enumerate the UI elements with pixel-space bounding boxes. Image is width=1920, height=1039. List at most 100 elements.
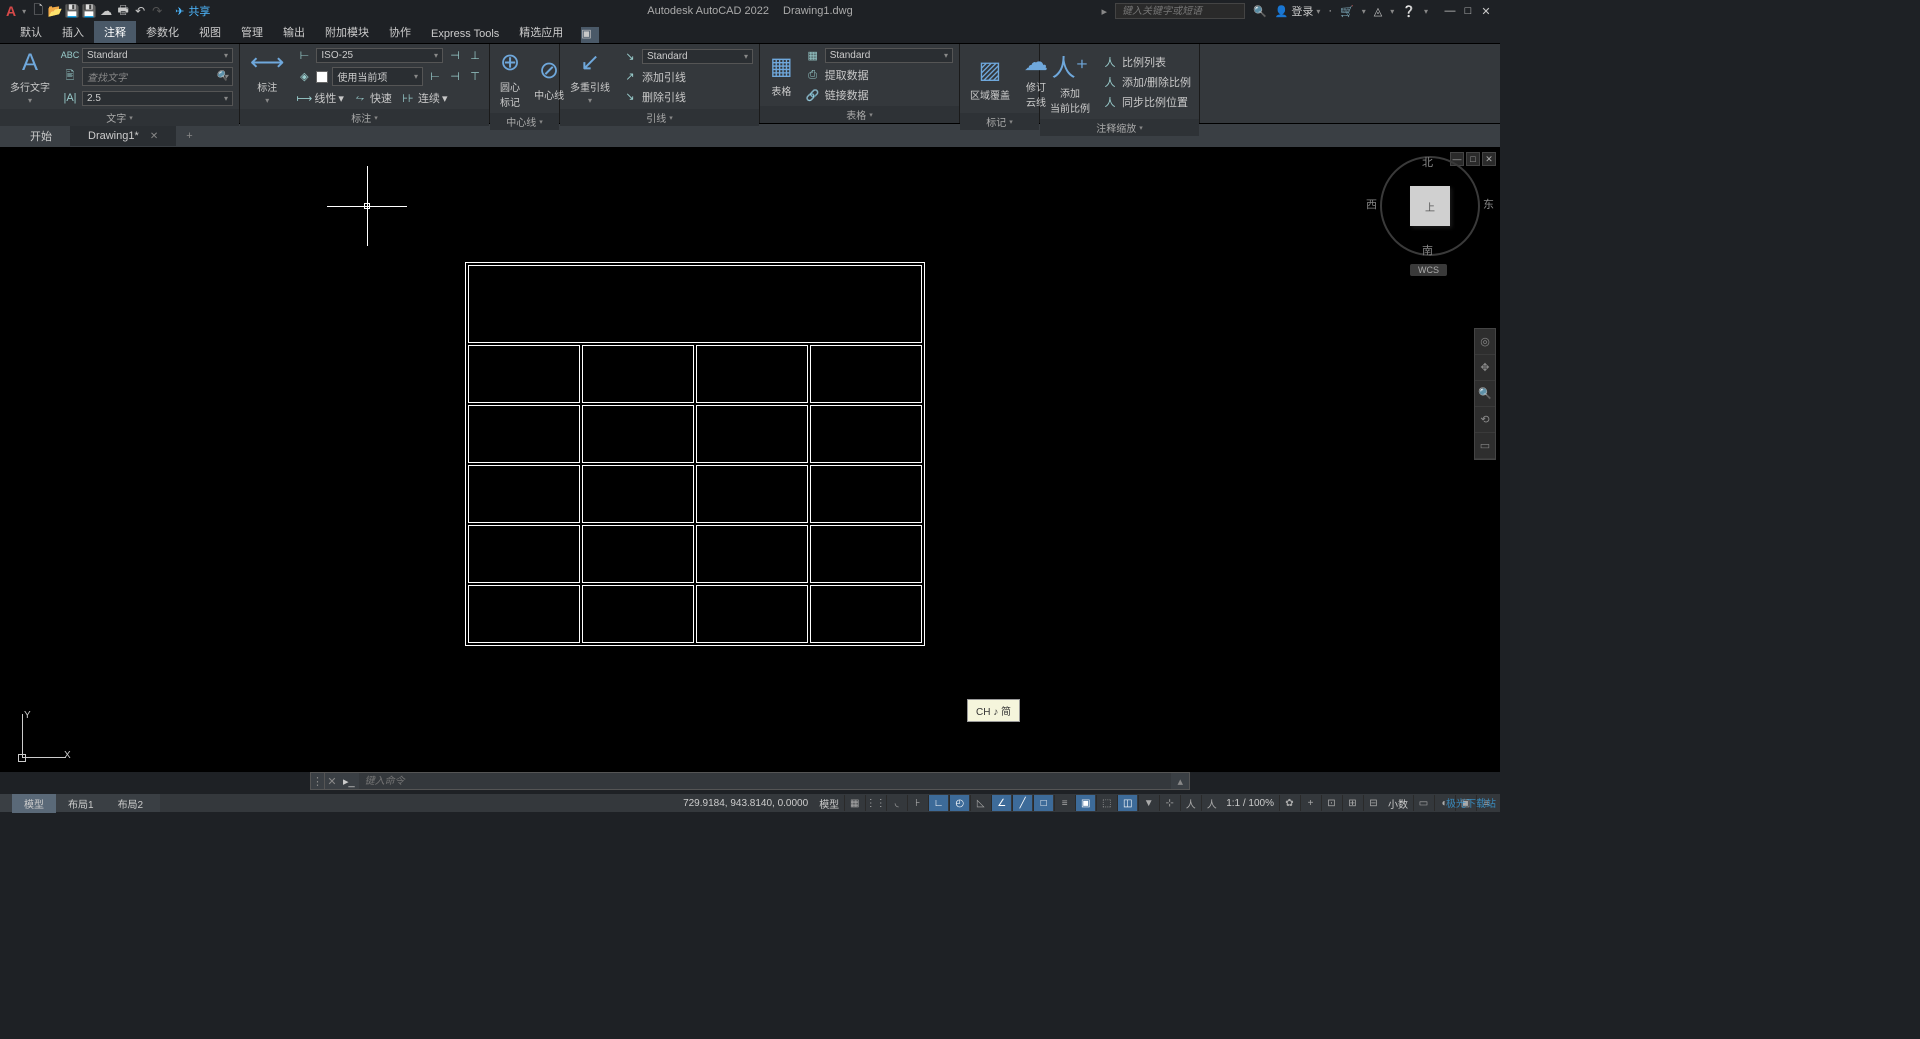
sel-cycle-toggle[interactable]: ▣ (1075, 795, 1095, 811)
3dosnap-toggle[interactable]: ⬚ (1096, 795, 1116, 811)
nav-orbit-icon[interactable]: ⟲ (1475, 407, 1495, 433)
layout-model[interactable]: 模型 (12, 794, 56, 813)
continue-button[interactable]: ⊦⊦连续 ▾ (400, 90, 448, 106)
dim-b-icon[interactable]: ⊥ (467, 47, 483, 63)
cmd-close-icon[interactable]: ✕ (325, 775, 339, 788)
cmd-handle-icon[interactable]: ⋮ (311, 773, 325, 789)
units-toggle[interactable]: ⊡ (1321, 795, 1341, 811)
cmd-history-icon[interactable]: ▴ (1171, 775, 1189, 788)
vp-close-button[interactable]: ✕ (1482, 152, 1496, 166)
wipeout-button[interactable]: ▨ 区域覆盖 (964, 54, 1016, 104)
find-icon[interactable]: 🖹 (62, 69, 78, 85)
undo-icon[interactable]: ↶ (132, 3, 148, 19)
infer-toggle[interactable]: ◟ (886, 795, 906, 811)
iso-toggle[interactable]: ◺ (970, 795, 990, 811)
find-text-input[interactable]: 查找文字🔍 (82, 67, 233, 86)
layout-2[interactable]: 布局2 (106, 794, 156, 813)
tab-annotate[interactable]: 注释 (94, 21, 136, 43)
extract-data-button[interactable]: 提取数据 (825, 67, 869, 83)
command-input[interactable] (359, 773, 1172, 789)
otrack-toggle[interactable]: ╱ (1012, 795, 1032, 811)
search-arrow-icon[interactable]: ▸ (1101, 5, 1107, 18)
dim-e-icon[interactable]: ⊤ (467, 69, 483, 85)
viewcube[interactable]: 上 北 南 东 西 WCS (1380, 156, 1480, 256)
drawing-table[interactable] (465, 262, 925, 646)
tab-insert[interactable]: 插入 (52, 21, 94, 43)
save-icon[interactable]: 💾 (64, 3, 80, 19)
addscale-button[interactable]: 人⁺ 添加 当前比例 (1044, 46, 1096, 117)
coordinates[interactable]: 729.9184, 943.8140, 0.0000 (683, 798, 808, 809)
doc-tab-start[interactable]: 开始 (12, 124, 70, 148)
centermark-button[interactable]: ⊕ 圆心 标记 (494, 46, 526, 111)
help-icon[interactable]: ❔ (1402, 5, 1416, 18)
nav-zoom-icon[interactable]: 🔍 (1475, 381, 1495, 407)
search-icon[interactable]: 🔍 (1253, 5, 1267, 18)
dim-layer-dropdown[interactable]: 使用当前项 (332, 67, 423, 86)
app-logo[interactable]: A (6, 3, 16, 19)
cart-icon[interactable]: 🛒 (1340, 5, 1354, 18)
lwt-toggle[interactable]: □ (1033, 795, 1053, 811)
doc-tab-drawing1[interactable]: Drawing1* ✕ (70, 126, 176, 146)
quick-button[interactable]: ⥊快速 (352, 90, 392, 106)
polar-toggle[interactable]: ◴ (949, 795, 969, 811)
dim-c-icon[interactable]: ⊢ (427, 69, 443, 85)
ann-monitor-toggle[interactable]: + (1300, 795, 1320, 811)
ann-auto-toggle[interactable]: 人 (1201, 795, 1221, 811)
tab-parametric[interactable]: 参数化 (136, 21, 189, 43)
mleader-button[interactable]: ↙ 多重引线 ▾ (564, 46, 616, 107)
qprop-toggle[interactable]: ⊞ (1342, 795, 1362, 811)
redo-icon[interactable]: ↷ (149, 3, 165, 19)
scale-sync-button[interactable]: 同步比例位置 (1122, 94, 1188, 110)
tab-output[interactable]: 输出 (273, 21, 315, 43)
maximize-button[interactable]: □ (1460, 4, 1476, 18)
viewcube-west[interactable]: 西 (1366, 196, 1377, 212)
web-icon[interactable]: ☁ (98, 3, 114, 19)
leader-style-dropdown[interactable]: Standard (642, 49, 753, 64)
linear-button[interactable]: ⟼线性 ▾ (296, 90, 344, 106)
tab-view[interactable]: 视图 (189, 21, 231, 43)
lock-ui-toggle[interactable]: ⊟ (1363, 795, 1383, 811)
osnap-toggle[interactable]: ∠ (991, 795, 1011, 811)
dyn-ucs-toggle[interactable]: ◫ (1117, 795, 1137, 811)
snap-toggle[interactable]: ⋮⋮ (865, 795, 885, 811)
workspace-toggle[interactable]: ✿ (1279, 795, 1299, 811)
status-decimal[interactable]: 小数 (1384, 796, 1412, 811)
text-style-dropdown[interactable]: Standard (82, 48, 233, 63)
viewcube-north[interactable]: 北 (1422, 154, 1433, 170)
nav-show-icon[interactable]: ▭ (1475, 433, 1495, 459)
dimstyle-icon[interactable]: ⊢ (296, 47, 312, 63)
new-icon[interactable]: 🗋 (30, 3, 46, 19)
dimension-button[interactable]: ⟷ 标注 ▾ (244, 46, 290, 107)
dyn-toggle[interactable]: ⊦ (907, 795, 927, 811)
status-model[interactable]: 模型 (815, 796, 843, 811)
layer-icon[interactable]: ◈ (296, 69, 312, 85)
table-button[interactable]: ▦ 表格 (764, 50, 799, 100)
tab-addins[interactable]: 附加模块 (315, 21, 379, 43)
ann-vis-toggle[interactable]: 人 (1180, 795, 1200, 811)
ortho-toggle[interactable]: ∟ (928, 795, 948, 811)
viewcube-wcs[interactable]: WCS (1410, 264, 1447, 276)
tab-manage[interactable]: 管理 (231, 21, 273, 43)
panel-dim-label[interactable]: 标注 (240, 109, 489, 126)
link-data-button[interactable]: 链接数据 (825, 87, 869, 103)
close-tab-icon[interactable]: ✕ (150, 131, 158, 142)
tab-default[interactable]: 默认 (10, 21, 52, 43)
mtext-button[interactable]: A 多行文字 ▾ (4, 47, 56, 107)
layout-1[interactable]: 布局1 (56, 794, 106, 813)
tab-featured[interactable]: 精选应用 (509, 21, 573, 43)
nav-wheel-icon[interactable]: ◎ (1475, 329, 1495, 355)
table-style-dropdown[interactable]: Standard (825, 48, 953, 63)
login-button[interactable]: 👤 登录 ▾ (1275, 3, 1321, 19)
plot-icon[interactable]: 🖶 (115, 3, 131, 19)
nav-pan-icon[interactable]: ✥ (1475, 355, 1495, 381)
tablestyle-icon[interactable]: ▦ (805, 47, 821, 63)
add-leader-button[interactable]: 添加引线 (642, 69, 686, 85)
sel-filter-toggle[interactable]: ▼ (1138, 795, 1158, 811)
isolate-toggle[interactable]: ▭ (1413, 795, 1433, 811)
viewcube-east[interactable]: 东 (1483, 196, 1494, 212)
viewcube-south[interactable]: 南 (1422, 242, 1433, 258)
viewport[interactable]: — □ ✕ Y X 上 北 南 东 西 WCS ◎ ✥ 🔍 ⟲ ▭ CH ♪ 简 (0, 148, 1500, 772)
panel-toggle[interactable]: ▣ (581, 27, 599, 43)
gizmo-toggle[interactable]: ⊹ (1159, 795, 1179, 811)
text-height-dropdown[interactable]: 2.5 (82, 91, 233, 106)
